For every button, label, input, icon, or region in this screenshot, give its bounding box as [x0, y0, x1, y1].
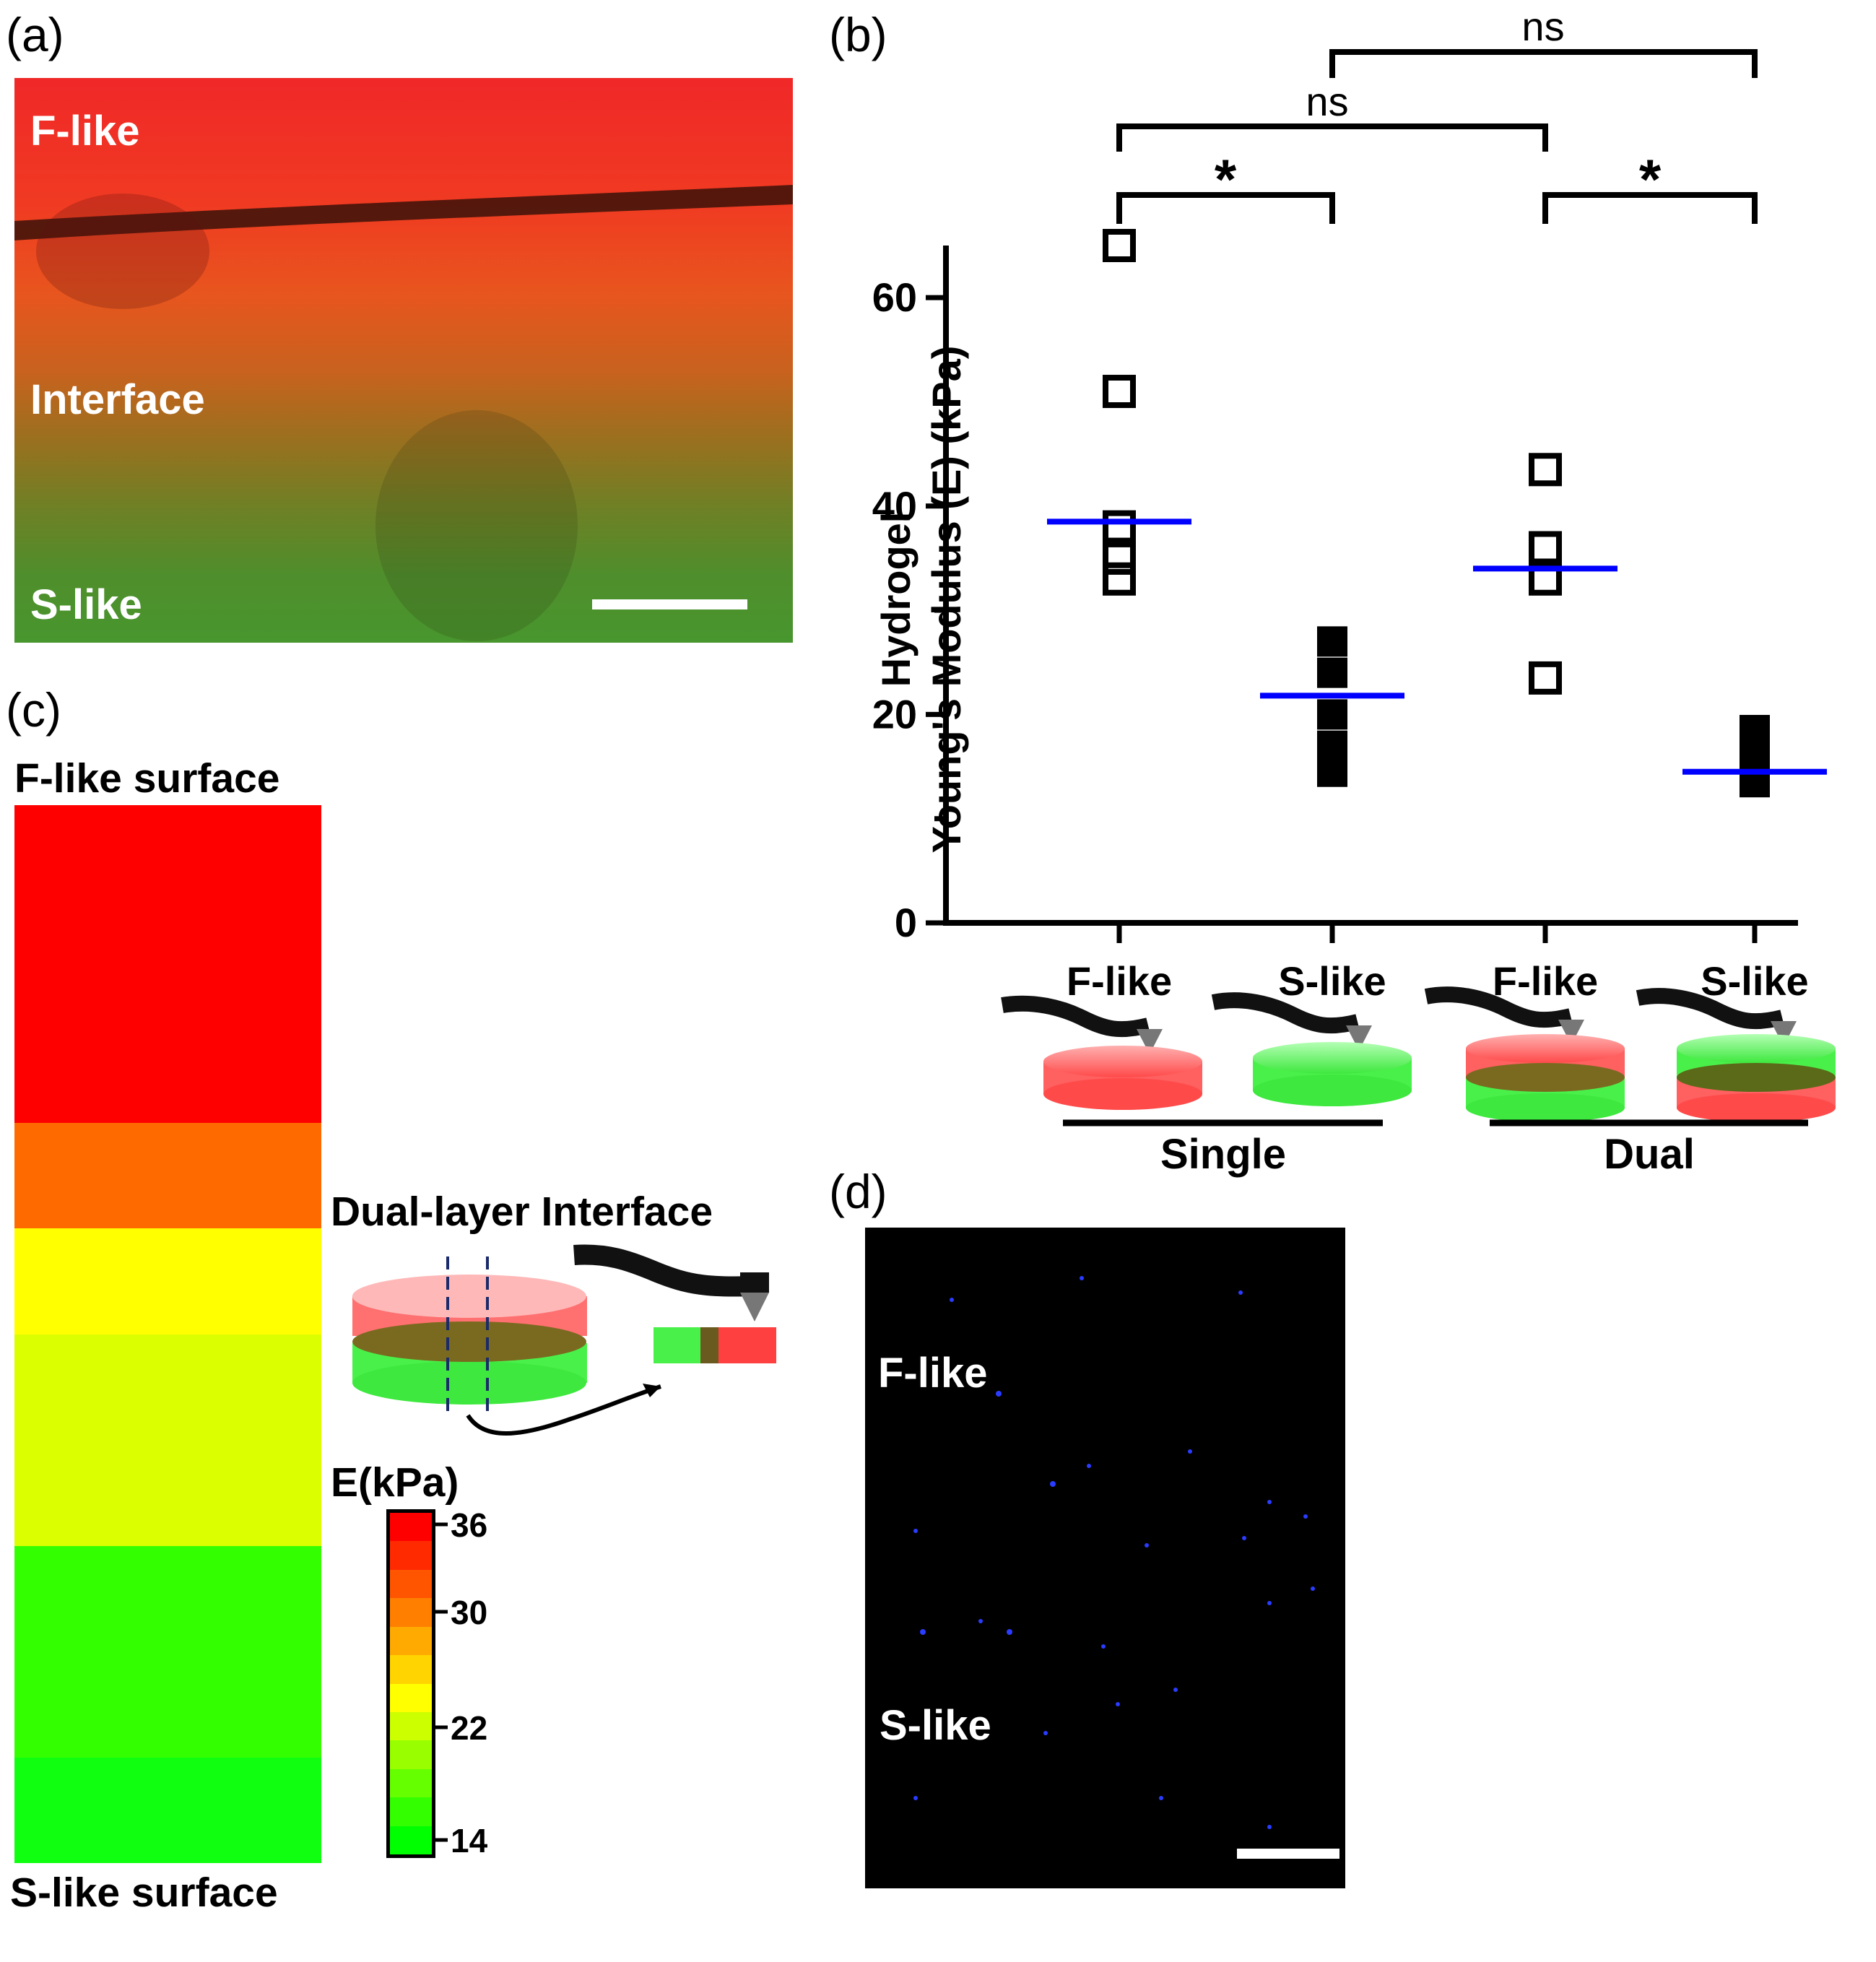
colorbar-tick-22: 22: [451, 1709, 487, 1747]
sig-star-right: *: [1639, 147, 1662, 211]
colorbar-segment-6: [390, 1655, 432, 1684]
data-point-s4-1: [1740, 715, 1770, 746]
colorbar-segment-11: [390, 1797, 432, 1826]
heatmap-band-5: [14, 1228, 321, 1334]
heatmap-band-1: [14, 805, 321, 911]
heatmap-top-label: F-like surface: [14, 755, 280, 802]
panel-b-chart: Hydrogel Young's Modulus (E) (kPa) 02040…: [872, 4, 1836, 1178]
data-point-s1-1: [1103, 229, 1136, 262]
panel-a-label-slike: S-like: [30, 581, 142, 628]
panel-a-label: (a): [6, 8, 64, 61]
data-point-s1-5: [1103, 562, 1136, 596]
sig-ns-top: ns: [1521, 4, 1564, 49]
category-label-2: S-like: [1278, 958, 1386, 1004]
colorbar-segment-8: [390, 1711, 432, 1741]
bracket-dual-star: [1542, 192, 1758, 224]
data-point-s2-2: [1317, 657, 1347, 688]
data-point-s2-3: [1317, 699, 1347, 730]
panel-a-streak: [14, 185, 793, 641]
data-point-s1-2: [1103, 375, 1136, 409]
data-point-s2-4: [1317, 730, 1347, 761]
colorbar-segment-12: [390, 1826, 432, 1855]
colorbar-segment-5: [390, 1626, 432, 1656]
panel-d-image: F-like S-like: [865, 1228, 1345, 1888]
significance-brackets: [1116, 49, 1758, 224]
group-label-dual: Dual: [1604, 1131, 1695, 1178]
colorbar-ticks: 36 30 22 14: [432, 1506, 488, 1859]
colorbar-segment-9: [390, 1740, 432, 1769]
panel-a-label-interface: Interface: [30, 376, 205, 423]
colorbar-segment-3: [390, 1569, 432, 1599]
interface-schematic: [352, 1244, 776, 1436]
schematic-single-flike: [1001, 995, 1202, 1110]
data-point-s2-5: [1317, 756, 1347, 787]
colorbar-tick-36: 36: [451, 1506, 487, 1544]
heatmap-band-7: [14, 1440, 321, 1546]
panel-b-label: (b): [829, 8, 887, 61]
sig-star-left: *: [1215, 147, 1237, 211]
category-label-4: S-like: [1701, 958, 1808, 1004]
data-point-s1-4: [1103, 541, 1136, 575]
panel-d-label-flike: F-like: [878, 1350, 988, 1397]
colorbar-segment-2: [390, 1541, 432, 1570]
panel-c-label: (c): [6, 683, 61, 737]
heatmap: [14, 805, 321, 1863]
data-point-s3-4: [1529, 661, 1562, 695]
panel-d-label: (d): [829, 1165, 887, 1218]
data-point-s3-2: [1529, 531, 1562, 565]
category-label-3: F-like: [1493, 958, 1598, 1004]
heatmap-band-10: [14, 1757, 321, 1863]
y-tick-label-40: 40: [872, 483, 917, 529]
chart-ylabel-line1: Hydrogel: [873, 512, 919, 687]
data-point-s2-1: [1317, 626, 1347, 657]
y-tick-label-20: 20: [872, 691, 917, 737]
schematic-single-slike: [1211, 992, 1412, 1106]
heatmap-band-6: [14, 1334, 321, 1440]
colorbar-segment-7: [390, 1683, 432, 1712]
heatmap-band-9: [14, 1651, 321, 1758]
heatmap-band-4: [14, 1122, 321, 1228]
data-point-s3-3: [1529, 562, 1562, 596]
category-label-1: F-like: [1067, 958, 1172, 1004]
data-point-s3-1: [1529, 453, 1562, 487]
group-label-single: Single: [1160, 1131, 1286, 1178]
colorbar-tick-30: 30: [451, 1594, 487, 1631]
colorbar-segment-4: [390, 1598, 432, 1627]
schematic-dual-slike: [1636, 988, 1836, 1122]
colorbar-tick-14: 14: [451, 1822, 488, 1859]
schematic-dual-flike: [1424, 986, 1625, 1122]
bracket-ns-top: [1329, 49, 1758, 78]
heatmap-band-2: [14, 911, 321, 1017]
panel-a-label-flike: F-like: [30, 108, 140, 155]
panel-a-image: F-like Interface S-like: [14, 78, 793, 643]
panel-d-label-slike: S-like: [880, 1702, 991, 1749]
interface-title: Dual-layer Interface: [331, 1189, 713, 1235]
heatmap-band-8: [14, 1545, 321, 1651]
panel-d-specks: [913, 1276, 1339, 1859]
heatmap-band-3: [14, 1017, 321, 1123]
bracket-ns-mid: [1116, 123, 1548, 152]
sig-ns-mid: ns: [1306, 79, 1348, 124]
colorbar: [386, 1509, 435, 1858]
colorbar-segment-10: [390, 1768, 432, 1798]
y-tick-label-60: 60: [872, 274, 917, 320]
bracket-single-star: [1116, 192, 1335, 224]
data-point-s1-3: [1103, 510, 1136, 544]
y-tick-label-0: 0: [895, 900, 917, 945]
colorbar-segment-1: [390, 1513, 432, 1542]
colorbar-title: E(kPa): [331, 1459, 459, 1506]
heatmap-bottom-label: S-like surface: [10, 1870, 278, 1916]
